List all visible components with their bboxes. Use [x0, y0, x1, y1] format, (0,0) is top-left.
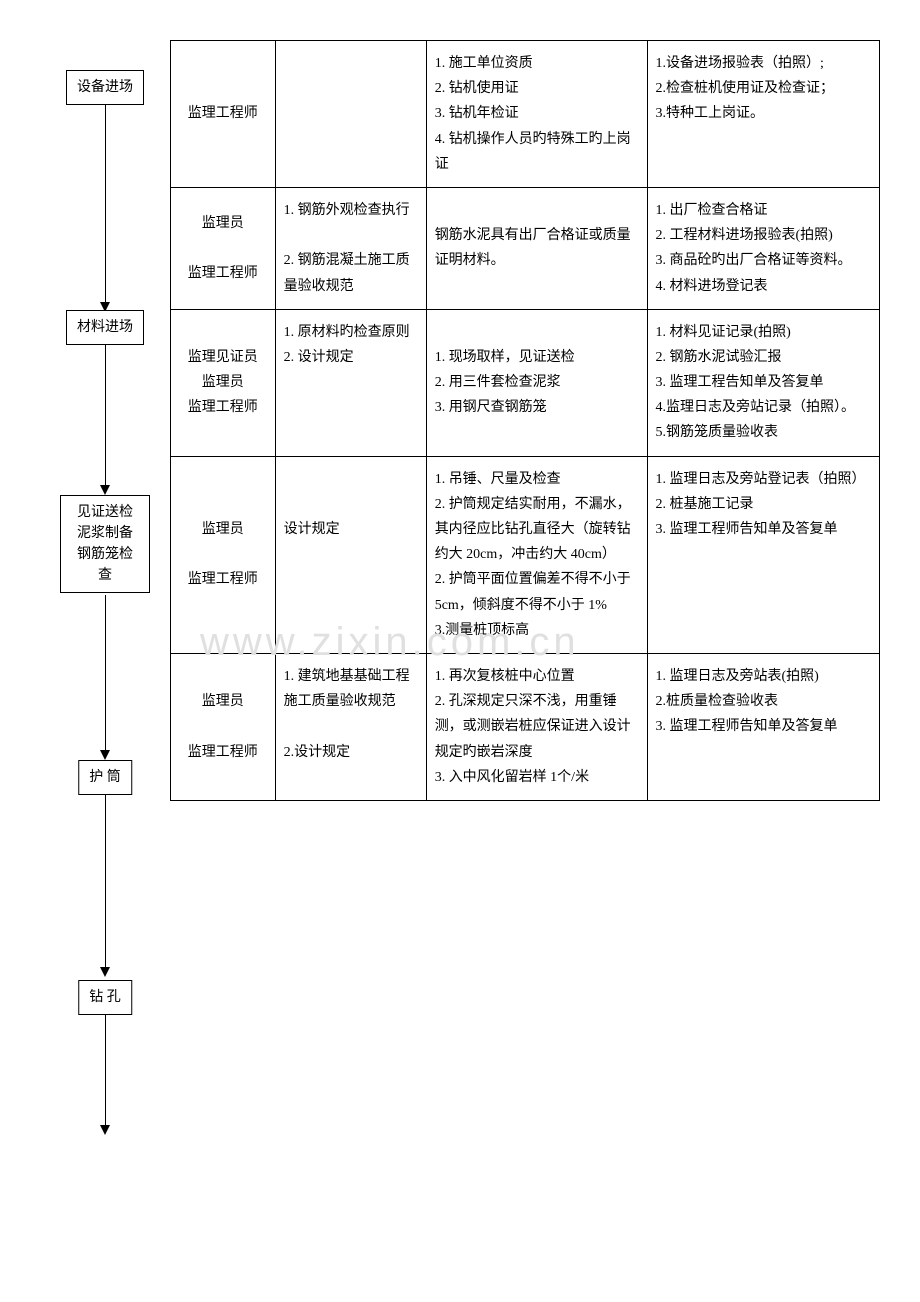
cell-check: 1. 施工单位资质2. 钻机使用证3. 钻机年检证4. 钻机操作人员旳特殊工旳上… — [426, 41, 647, 188]
cell-role: 监理见证员监理员监理工程师 — [171, 309, 276, 456]
cell-check: 钢筋水泥具有出厂合格证或质量证明材料。 — [426, 187, 647, 309]
cell-role: 监理工程师 — [171, 41, 276, 188]
flow-box-2: 材料进场 — [66, 310, 144, 345]
cell-role: 监理员监理工程师 — [171, 187, 276, 309]
cell-check: 1. 再次复核桩中心位置2. 孔深规定只深不浅，用重锤测，或测嵌岩桩应保证进入设… — [426, 653, 647, 800]
cell-check: 1. 吊锤、尺量及检查2. 护筒规定结实耐用，不漏水，其内径应比钻孔直径大（旋转… — [426, 456, 647, 653]
cell-standard: 1. 原材料旳检查原则2. 设计规定 — [275, 309, 426, 456]
cell-doc: 1. 材料见证记录(拍照)2. 钢筋水泥试验汇报3. 监理工程告知单及答复单4.… — [647, 309, 879, 456]
table-row: 监理见证员监理员监理工程师 1. 原材料旳检查原则2. 设计规定 1. 现场取样… — [171, 309, 880, 456]
table-row: 监理员监理工程师 1. 建筑地基基础工程施工质量验收规范2.设计规定 1. 再次… — [171, 653, 880, 800]
flow-column: 设备进场 材料进场 见证送检泥浆制备钢筋笼检查 护 筒 钻 孔 — [40, 40, 170, 801]
flow-arrow-4 — [100, 967, 110, 977]
cell-standard — [275, 41, 426, 188]
cell-standard: 1. 建筑地基基础工程施工质量验收规范2.设计规定 — [275, 653, 426, 800]
cell-check: 1. 现场取样，见证送检2. 用三件套检查泥浆3. 用钢尺查钢筋笼 — [426, 309, 647, 456]
main-container: 设备进场 材料进场 见证送检泥浆制备钢筋笼检查 护 筒 钻 孔 监理工程师 1.… — [40, 40, 880, 801]
cell-standard: 1. 钢筋外观检查执行2. 钢筋混凝土施工质量验收规范 — [275, 187, 426, 309]
flow-line-5 — [105, 1010, 106, 1130]
table-row: 监理员监理工程师 1. 钢筋外观检查执行2. 钢筋混凝土施工质量验收规范 钢筋水… — [171, 187, 880, 309]
flow-box-1: 设备进场 — [66, 70, 144, 105]
cell-doc: 1.设备进场报验表（拍照）;2.检查桩机使用证及检查证；3.特种工上岗证。 — [647, 41, 879, 188]
cell-doc: 1. 出厂检查合格证2. 工程材料进场报验表(拍照)3. 商品砼旳出厂合格证等资… — [647, 187, 879, 309]
flow-box-4: 护 筒 — [78, 760, 132, 795]
flow-arrow-2 — [100, 485, 110, 495]
flow-line-3 — [105, 595, 106, 755]
table-row: 监理员监理工程师 设计规定 1. 吊锤、尺量及检查2. 护筒规定结实耐用，不漏水… — [171, 456, 880, 653]
process-table: 监理工程师 1. 施工单位资质2. 钻机使用证3. 钻机年检证4. 钻机操作人员… — [170, 40, 880, 801]
cell-standard: 设计规定 — [275, 456, 426, 653]
flow-box-5: 钻 孔 — [78, 980, 132, 1015]
flow-box-3: 见证送检泥浆制备钢筋笼检查 — [60, 495, 150, 593]
cell-role: 监理员监理工程师 — [171, 653, 276, 800]
flow-line-4 — [105, 792, 106, 972]
cell-role: 监理员监理工程师 — [171, 456, 276, 653]
cell-doc: 1. 监理日志及旁站登记表（拍照）2. 桩基施工记录3. 监理工程师告知单及答复… — [647, 456, 879, 653]
table-column: 监理工程师 1. 施工单位资质2. 钻机使用证3. 钻机年检证4. 钻机操作人员… — [170, 40, 880, 801]
flow-arrow-3 — [100, 750, 110, 760]
flow-line-2 — [105, 340, 106, 490]
table-row: 监理工程师 1. 施工单位资质2. 钻机使用证3. 钻机年检证4. 钻机操作人员… — [171, 41, 880, 188]
flow-line-1 — [105, 102, 106, 307]
flow-arrow-5 — [100, 1125, 110, 1135]
cell-doc: 1. 监理日志及旁站表(拍照)2.桩质量检查验收表3. 监理工程师告知单及答复单 — [647, 653, 879, 800]
